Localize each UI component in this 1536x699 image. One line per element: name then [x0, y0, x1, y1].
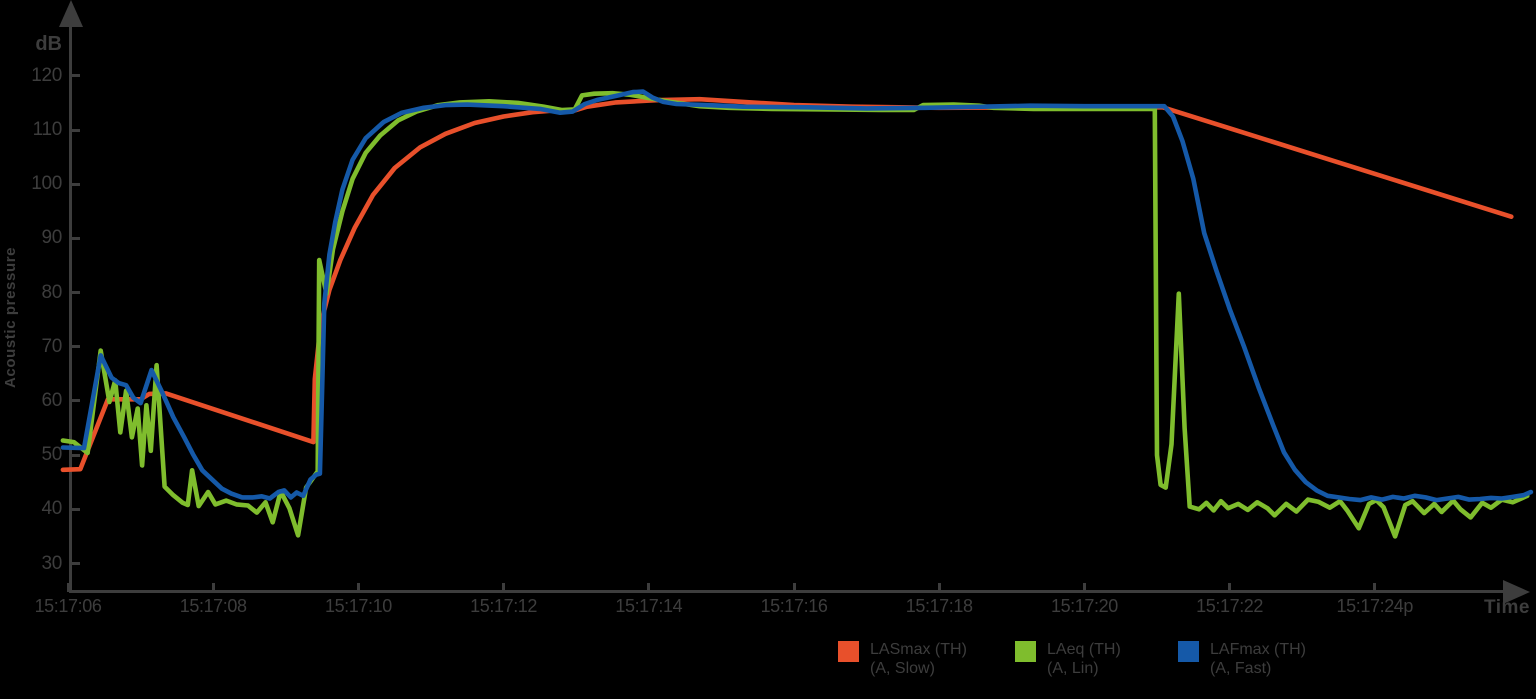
legend-label: LAeq (TH) (A, Lin): [1047, 640, 1121, 678]
y-tick-mark: [71, 291, 80, 295]
legend-item-LAFmax: LAFmax (TH) (A, Fast): [1178, 640, 1306, 678]
x-tick-label: 15:17:20: [1050, 596, 1118, 616]
legend-label: LAFmax (TH) (A, Fast): [1210, 640, 1306, 678]
x-tick-label: 15:17:18: [905, 596, 973, 616]
x-tick-label: 15:17:24p: [1336, 596, 1414, 616]
y-axis-line: [69, 18, 72, 593]
x-tick-mark: [647, 583, 651, 592]
x-tick-mark: [1373, 583, 1377, 592]
y-axis-arrow-icon: [59, 0, 83, 27]
y-tick-label: 100: [31, 173, 62, 195]
y-tick-mark: [71, 345, 80, 349]
x-tick-label: 15:17:16: [760, 596, 828, 616]
x-tick-label: 15:17:06: [34, 596, 102, 616]
series-line-LAeq: [60, 90, 1530, 539]
series-line-LASmax: [60, 96, 1514, 473]
x-axis-title: Time: [1483, 597, 1530, 618]
legend-label: LASmax (TH) (A, Slow): [870, 640, 967, 678]
y-tick-label: 30: [41, 552, 62, 574]
legend-swatch-icon: [838, 641, 859, 662]
y-tick-label: 120: [31, 64, 62, 86]
x-tick-mark: [1228, 583, 1232, 592]
y-tick-mark: [71, 236, 80, 240]
y-tick-mark: [71, 182, 80, 186]
x-tick-mark: [937, 583, 941, 592]
x-tick-mark: [66, 583, 70, 592]
legend-swatch-icon: [1015, 641, 1036, 662]
x-tick-label: 15:17:22: [1196, 596, 1264, 616]
x-tick-mark: [356, 583, 360, 592]
y-tick-mark: [71, 507, 80, 511]
x-tick-label: 15:17:12: [470, 596, 538, 616]
y-tick-mark: [71, 453, 80, 457]
legend-series-name: LAFmax (TH): [1210, 641, 1306, 658]
x-tick-mark: [211, 583, 215, 592]
y-tick-mark: [71, 399, 80, 403]
x-tick-mark: [502, 583, 506, 592]
y-tick-mark: [71, 562, 80, 565]
y-tick-label: 90: [41, 227, 62, 249]
x-tick-label: 15:17:08: [179, 596, 247, 616]
series-line-LAFmax: [60, 89, 1534, 503]
y-tick-label: 40: [41, 498, 62, 520]
legend-item-LASmax: LASmax (TH) (A, Slow): [838, 640, 967, 678]
legend-series-weighting: (A, Slow): [870, 660, 935, 677]
y-tick-mark: [71, 74, 80, 78]
x-tick-mark: [1082, 583, 1086, 592]
x-tick-label: 15:17:14: [615, 596, 683, 616]
legend-series-name: LAeq (TH): [1047, 641, 1121, 658]
x-tick-mark: [792, 583, 796, 592]
y-axis-unit-label: dB: [35, 33, 62, 55]
y-tick-label: 50: [41, 444, 62, 466]
x-tick-label: 15:17:10: [324, 596, 392, 616]
x-axis-line: [69, 590, 1506, 593]
legend-series-name: LASmax (TH): [870, 641, 967, 658]
y-tick-label: 70: [41, 335, 62, 357]
x-axis-arrow-icon: [1503, 580, 1530, 604]
y-tick-mark: [71, 128, 80, 132]
y-tick-label: 80: [41, 281, 62, 303]
legend-series-weighting: (A, Lin): [1047, 660, 1099, 677]
y-tick-label: 110: [32, 119, 63, 141]
legend-item-LAeq: LAeq (TH) (A, Lin): [1015, 640, 1121, 678]
legend-series-weighting: (A, Fast): [1210, 660, 1272, 677]
legend-swatch-icon: [1178, 641, 1199, 662]
y-tick-label: 60: [41, 389, 62, 411]
